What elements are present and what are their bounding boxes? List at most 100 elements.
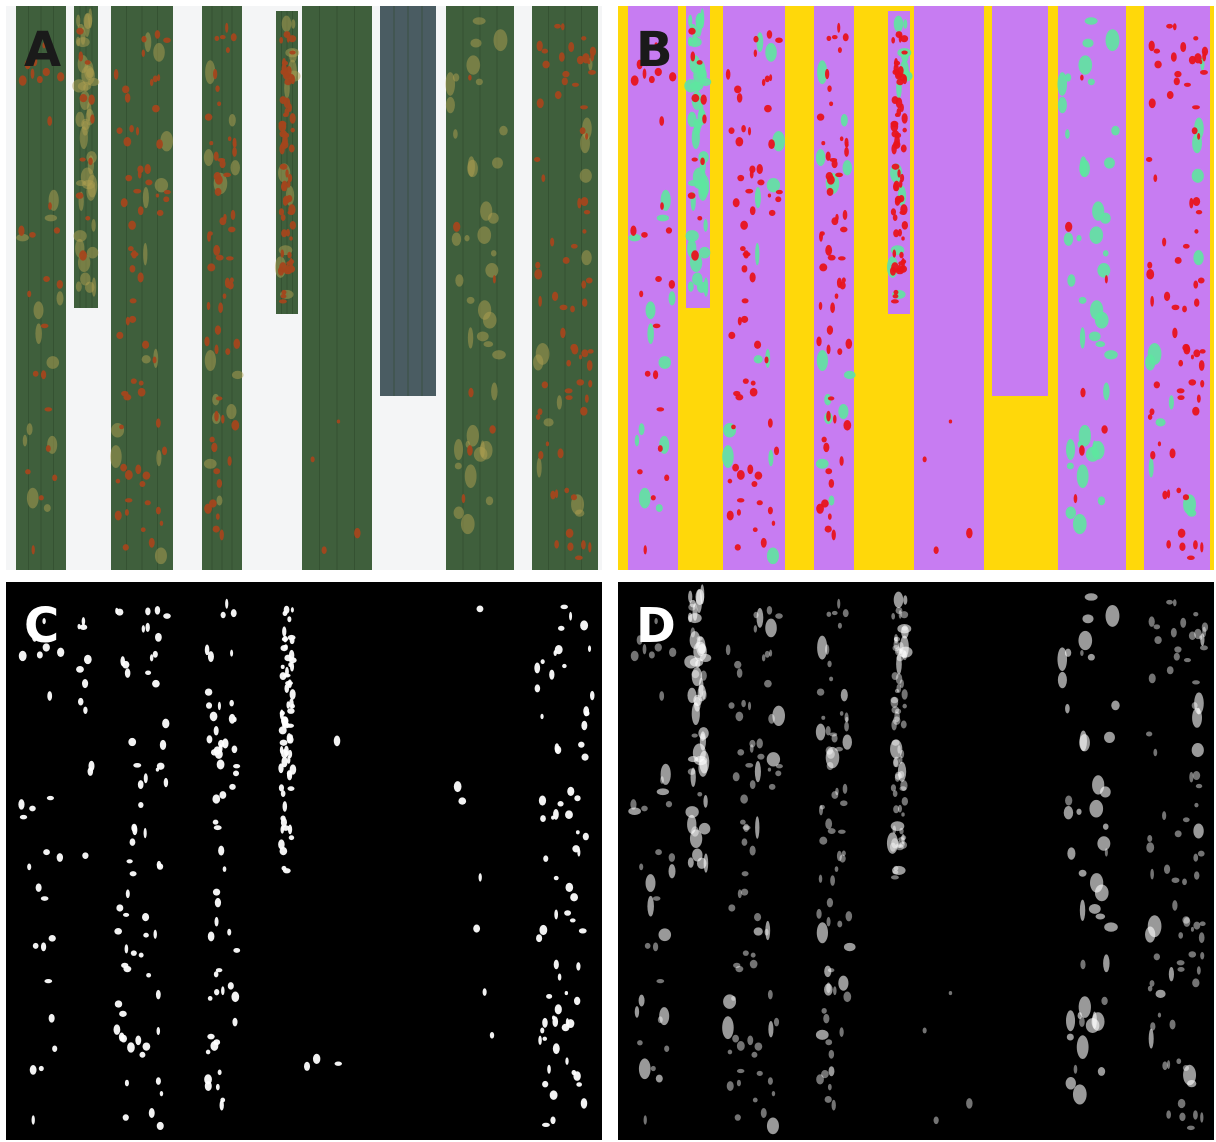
- rust-pustule: [846, 911, 853, 921]
- rust-pustule: [1154, 636, 1161, 644]
- chlorosis-patch: [473, 17, 486, 24]
- rust-pustule: [130, 265, 136, 272]
- rust-pustule: [700, 95, 706, 105]
- chlorosis-patch: [1082, 39, 1093, 48]
- chlorosis-patch: [480, 201, 492, 220]
- rust-pustule: [571, 244, 578, 249]
- rust-pustule: [290, 662, 294, 672]
- rust-pustule: [1080, 650, 1083, 656]
- rust-pustule: [114, 1024, 121, 1035]
- rust-pustule: [645, 371, 651, 377]
- rust-pustule: [735, 966, 743, 972]
- rust-pustule: [215, 325, 221, 334]
- chlorosis-patch: [34, 301, 44, 319]
- rust-pustule: [565, 395, 572, 400]
- rust-pustule: [1177, 967, 1184, 972]
- rust-pustule: [741, 889, 748, 896]
- chlorosis-patch: [1103, 383, 1109, 401]
- rust-pustule: [145, 500, 151, 505]
- rust-pustule: [1177, 960, 1185, 965]
- rust-pustule: [155, 633, 162, 642]
- rust-pustule: [130, 298, 137, 303]
- rust-pustule: [659, 116, 664, 126]
- chlorosis-patch: [639, 488, 651, 509]
- rust-pustule: [281, 665, 285, 669]
- rust-pustule: [902, 128, 906, 133]
- rust-pustule: [753, 527, 758, 532]
- rust-pustule: [535, 684, 541, 692]
- rust-pustule: [133, 189, 141, 194]
- rust-pustule: [949, 991, 952, 995]
- rust-pustule: [160, 521, 163, 526]
- rust-pustule: [575, 556, 583, 561]
- chlorosis-patch: [80, 272, 90, 285]
- rust-pustule: [226, 47, 230, 53]
- rust-pustule: [934, 546, 939, 554]
- rust-pustule: [576, 962, 580, 971]
- rust-pustule: [123, 913, 129, 917]
- rust-pustule: [560, 328, 565, 339]
- rust-pustule: [898, 265, 901, 272]
- chlorosis-patch: [646, 874, 656, 892]
- rust-pustule: [842, 851, 846, 856]
- chlorosis-patch: [1066, 1010, 1075, 1031]
- rust-pustule: [1148, 414, 1152, 420]
- chlorosis-patch: [91, 219, 95, 232]
- rust-pustule: [900, 780, 907, 791]
- chlorosis-patch: [722, 445, 734, 468]
- rust-pustule: [287, 616, 291, 622]
- rust-pustule: [281, 716, 288, 725]
- rust-pustule: [128, 738, 136, 746]
- rust-pustule: [123, 394, 131, 400]
- rust-pustule: [537, 98, 544, 108]
- rust-pustule: [827, 325, 833, 334]
- rust-pustule: [1147, 835, 1152, 842]
- rust-pustule: [775, 196, 781, 202]
- rust-pustule: [775, 37, 783, 43]
- rust-pustule: [775, 770, 781, 776]
- rust-pustule: [47, 116, 52, 126]
- rust-pustule: [639, 291, 643, 298]
- rust-pustule: [211, 443, 217, 453]
- rust-pustule: [493, 275, 496, 283]
- rust-pustule: [820, 805, 825, 810]
- rust-pustule: [1174, 78, 1180, 86]
- rust-pustule: [1167, 489, 1170, 498]
- rust-pustule: [138, 388, 146, 397]
- chlorosis-patch: [1078, 631, 1092, 650]
- rust-pustule: [892, 164, 900, 170]
- rust-pustule: [230, 277, 234, 282]
- rust-pustule: [88, 95, 94, 105]
- chlorosis-patch: [657, 788, 669, 795]
- leaf-strip: [302, 582, 372, 1140]
- rust-pustule: [550, 1117, 555, 1125]
- rust-pustule: [552, 292, 558, 302]
- rust-pustule: [129, 125, 134, 132]
- rust-pustule: [221, 415, 224, 424]
- rust-pustule: [1176, 488, 1181, 494]
- chlorosis-patch: [1079, 996, 1091, 1018]
- rust-pustule: [538, 1036, 542, 1045]
- rust-pustule: [923, 456, 927, 462]
- rust-pustule: [843, 210, 848, 220]
- rust-pustule: [585, 394, 589, 402]
- rust-pustule: [489, 425, 495, 433]
- rust-pustule: [232, 147, 237, 157]
- rust-pustule: [562, 664, 567, 668]
- rust-pustule: [1079, 445, 1085, 456]
- rust-pustule: [213, 889, 220, 896]
- rust-pustule: [1171, 628, 1177, 638]
- rust-pustule: [753, 612, 758, 618]
- rust-pustule: [1189, 772, 1193, 783]
- rust-pustule: [1105, 275, 1108, 283]
- rust-pustule: [539, 795, 546, 805]
- rust-pustule: [125, 470, 133, 480]
- chlorosis-patch: [145, 32, 152, 52]
- rust-pustule: [827, 661, 831, 668]
- rust-pustule: [542, 1018, 548, 1028]
- chlorosis-patch: [767, 547, 779, 564]
- rust-pustule: [1162, 491, 1167, 500]
- rust-pustule: [735, 137, 743, 147]
- rust-pustule: [550, 1090, 558, 1100]
- rust-pustule: [554, 909, 558, 919]
